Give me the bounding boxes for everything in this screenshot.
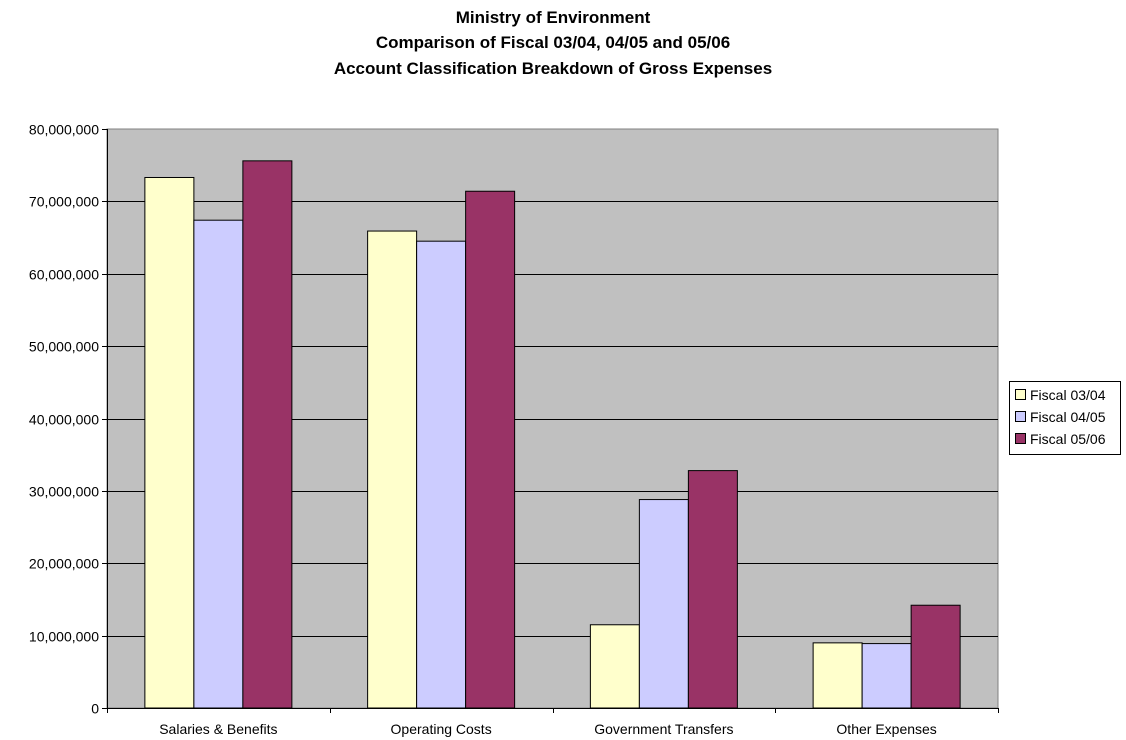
- y-tick-label: 80,000,000: [29, 122, 99, 138]
- bar-3-1: [242, 160, 293, 709]
- bar-1-4: [812, 642, 863, 709]
- y-tick-label: 50,000,000: [29, 339, 99, 355]
- x-axis: Salaries & Benefits Operating Costs Govern…: [107, 708, 999, 737]
- legend-swatch: [1015, 433, 1026, 444]
- bar-3-3: [687, 470, 738, 709]
- x-tick-label: Salaries & Benefits: [159, 721, 277, 737]
- bar-2-1: [193, 219, 244, 709]
- bars: [144, 160, 961, 709]
- y-tick-label: 70,000,000: [29, 194, 99, 210]
- y-tick-label: 40,000,000: [29, 412, 99, 428]
- bar-2-4: [861, 643, 912, 709]
- y-tick-label: 10,000,000: [29, 629, 99, 645]
- legend-swatch: [1015, 411, 1026, 422]
- legend-label: Fiscal 03/04: [1030, 387, 1106, 403]
- bar-3-4: [910, 604, 961, 709]
- bar-2-2: [416, 240, 467, 709]
- legend-label: Fiscal 04/05: [1030, 409, 1106, 425]
- x-tick-label: Operating Costs: [391, 721, 492, 737]
- legend-box: [1009, 381, 1121, 455]
- y-tick-label: 60,000,000: [29, 267, 99, 283]
- y-tick-label: 20,000,000: [29, 556, 99, 572]
- y-tick-label: 30,000,000: [29, 484, 99, 500]
- y-axis: 0 10,000,000 20,000,000 30,000,000 40,000,00…: [29, 122, 108, 717]
- legend-swatch: [1015, 389, 1026, 400]
- x-tick-label: Other Expenses: [836, 721, 936, 737]
- chart-title-line-1: Ministry of Environment: [456, 8, 651, 27]
- bar-1-3: [589, 624, 640, 709]
- legend: Fiscal 03/04 Fiscal 04/05 Fiscal 05/06: [1009, 381, 1121, 455]
- bar-2-3: [638, 499, 689, 709]
- x-tick-label: Government Transfers: [594, 721, 733, 737]
- legend-label: Fiscal 05/06: [1030, 431, 1106, 447]
- chart-title: Ministry of Environment Comparison of Fi…: [334, 8, 772, 78]
- bar-1-1: [144, 176, 195, 709]
- chart-title-line-2: Comparison of Fiscal 03/04, 04/05 and 05…: [376, 33, 730, 52]
- y-tick-label: 0: [91, 701, 99, 717]
- bar-3-2: [465, 190, 516, 709]
- bar-1-2: [367, 230, 418, 709]
- chart-title-line-3: Account Classification Breakdown of Gros…: [334, 59, 772, 78]
